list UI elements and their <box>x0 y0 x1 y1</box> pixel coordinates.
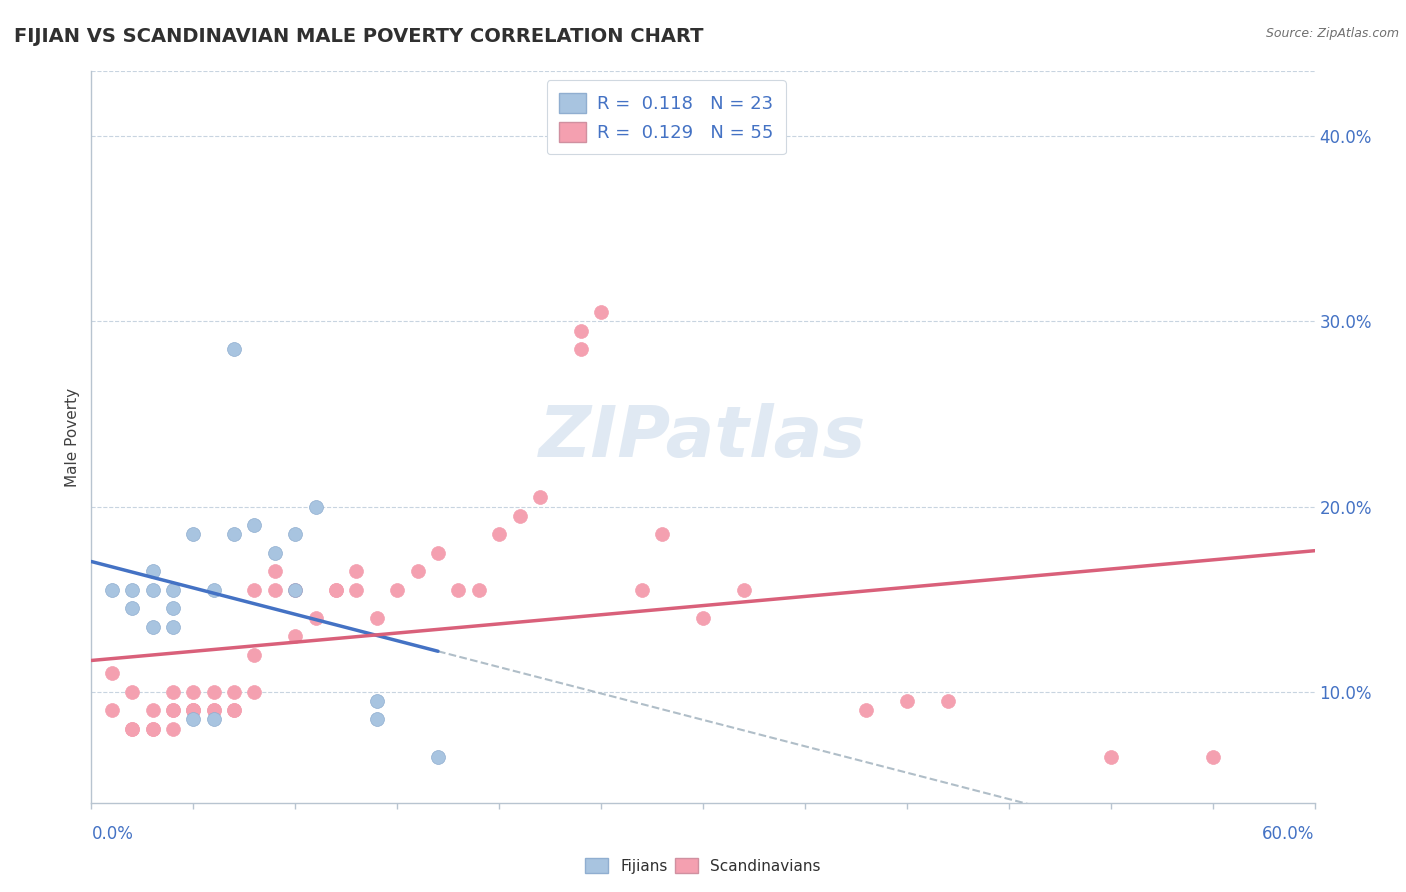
Point <box>121 601 143 615</box>
Point <box>936 694 959 708</box>
Point <box>243 648 266 662</box>
Point <box>141 722 163 736</box>
Point <box>162 582 184 597</box>
Text: FIJIAN VS SCANDINAVIAN MALE POVERTY CORRELATION CHART: FIJIAN VS SCANDINAVIAN MALE POVERTY CORR… <box>14 27 703 45</box>
Point <box>101 666 124 681</box>
Point <box>366 713 388 727</box>
Point <box>509 508 531 523</box>
Legend: R =  0.118   N = 23, R =  0.129   N = 55: R = 0.118 N = 23, R = 0.129 N = 55 <box>547 80 786 154</box>
Point <box>222 703 246 717</box>
Point <box>183 703 205 717</box>
Point <box>447 582 470 597</box>
Point <box>141 703 163 717</box>
Y-axis label: Male Poverty: Male Poverty <box>65 387 80 487</box>
Point <box>569 342 592 356</box>
Point <box>346 565 368 579</box>
Point <box>141 620 163 634</box>
Point <box>651 527 673 541</box>
Point <box>406 565 429 579</box>
Legend: Fijians, Scandinavians: Fijians, Scandinavians <box>579 852 827 880</box>
Point <box>243 684 266 698</box>
Point <box>183 703 205 717</box>
Point <box>325 582 347 597</box>
Point <box>284 582 307 597</box>
Point <box>1099 749 1122 764</box>
Point <box>325 582 347 597</box>
Point <box>488 527 510 541</box>
Point <box>733 582 755 597</box>
Point <box>183 684 205 698</box>
Point <box>162 601 184 615</box>
Point <box>631 582 654 597</box>
Point <box>162 722 184 736</box>
Point <box>183 527 205 541</box>
Point <box>121 684 143 698</box>
Point <box>202 713 225 727</box>
Text: Source: ZipAtlas.com: Source: ZipAtlas.com <box>1265 27 1399 40</box>
Point <box>222 684 246 698</box>
Point <box>202 684 225 698</box>
Point <box>243 582 266 597</box>
Point <box>427 749 450 764</box>
Point <box>141 722 163 736</box>
Point <box>222 703 246 717</box>
Point <box>101 582 124 597</box>
Point <box>162 620 184 634</box>
Text: ZIPatlas: ZIPatlas <box>540 402 866 472</box>
Point <box>264 546 287 560</box>
Point <box>243 518 266 533</box>
Point <box>202 703 225 717</box>
Point <box>183 703 205 717</box>
Point <box>284 527 307 541</box>
Point <box>366 610 388 624</box>
Point <box>591 305 613 319</box>
Point <box>385 582 409 597</box>
Point <box>855 703 877 717</box>
Point <box>162 684 184 698</box>
Point <box>569 324 592 338</box>
Point <box>183 713 205 727</box>
Point <box>304 610 326 624</box>
Point <box>346 582 368 597</box>
Point <box>1202 749 1225 764</box>
Point <box>121 582 143 597</box>
Text: 0.0%: 0.0% <box>91 825 134 843</box>
Point <box>101 703 124 717</box>
Point <box>896 694 918 708</box>
Point <box>222 527 246 541</box>
Point <box>427 546 450 560</box>
Point <box>529 490 551 504</box>
Point <box>467 582 491 597</box>
Point <box>284 582 307 597</box>
Point <box>304 500 326 514</box>
Point <box>162 703 184 717</box>
Point <box>284 629 307 643</box>
Point <box>692 610 714 624</box>
Point <box>162 703 184 717</box>
Text: 60.0%: 60.0% <box>1263 825 1315 843</box>
Point <box>222 342 246 356</box>
Point <box>264 565 287 579</box>
Point <box>121 722 143 736</box>
Point <box>141 565 163 579</box>
Point <box>202 582 225 597</box>
Point <box>366 694 388 708</box>
Point <box>264 582 287 597</box>
Point <box>141 582 163 597</box>
Point <box>202 703 225 717</box>
Point <box>121 722 143 736</box>
